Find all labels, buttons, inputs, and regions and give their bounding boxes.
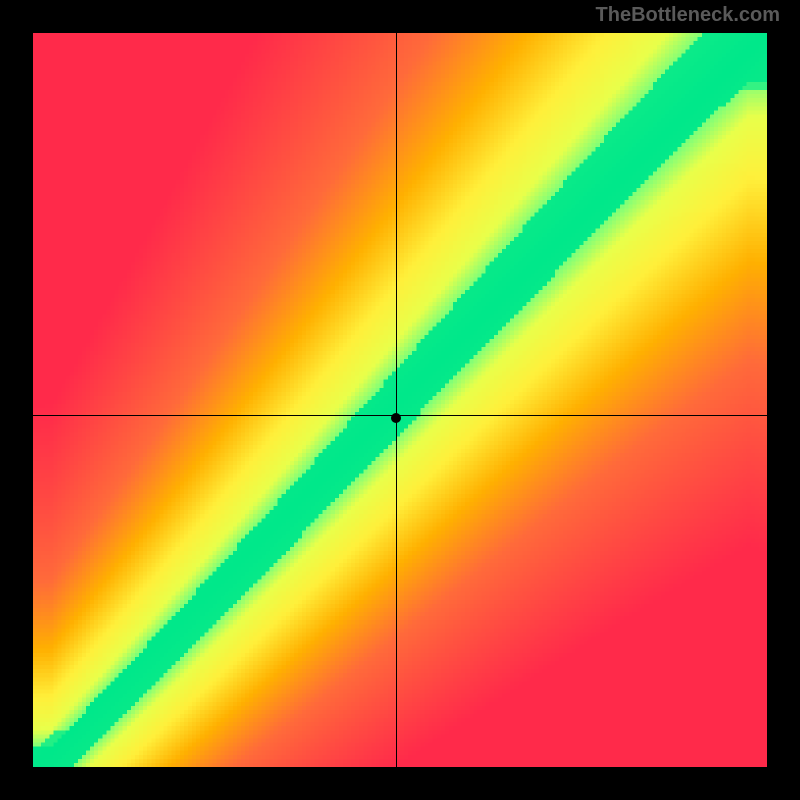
chart-container: TheBottleneck.com <box>0 0 800 800</box>
crosshair-vertical <box>396 33 397 767</box>
data-point-marker <box>391 413 401 423</box>
heatmap-canvas <box>33 33 767 767</box>
plot-area <box>33 33 767 767</box>
watermark-text: TheBottleneck.com <box>596 4 780 27</box>
